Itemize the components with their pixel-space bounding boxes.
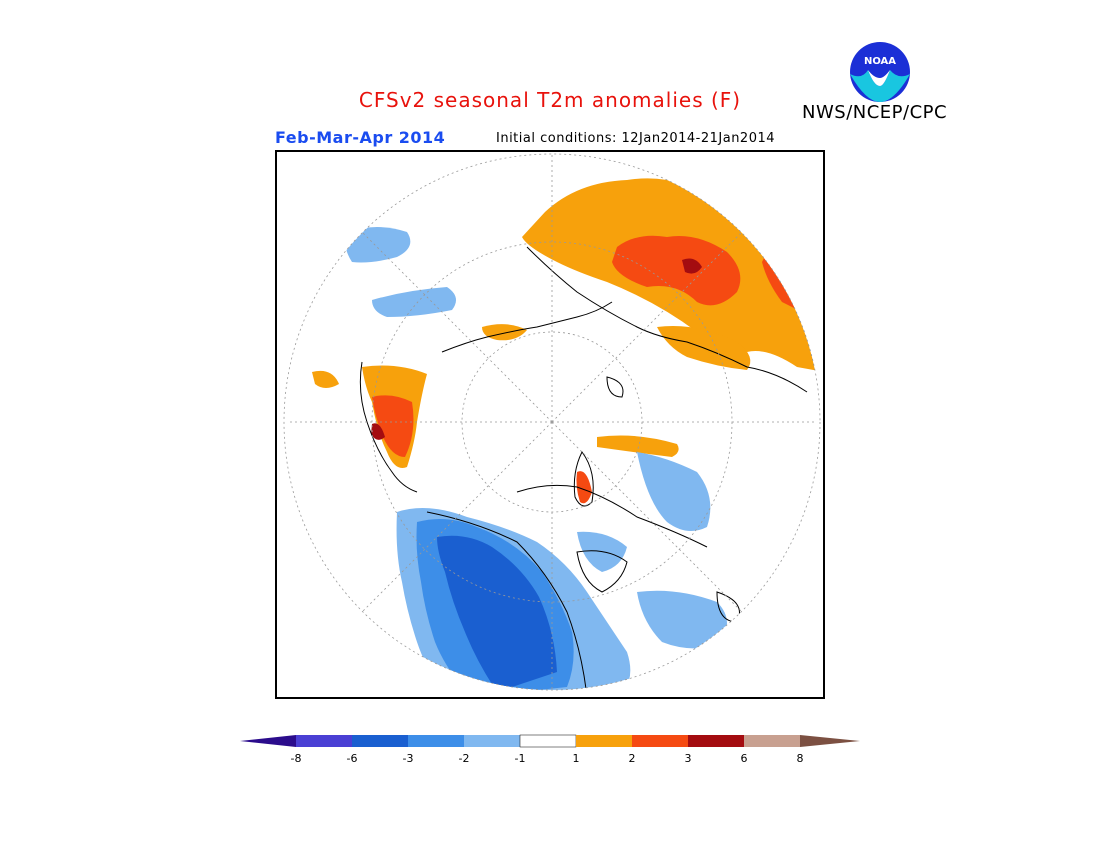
map-svg [283, 153, 821, 691]
warm-max-siberia [682, 258, 702, 274]
cool-patch-pacific-1 [345, 227, 411, 263]
warm-region-north [482, 324, 527, 341]
logo-text: NOAA [864, 56, 896, 67]
colorbar-tick-label: 2 [628, 752, 636, 765]
colorbar-tick-label: -1 [514, 752, 526, 765]
colorbar-bin-10 [744, 735, 800, 747]
colorbar-bin-11 [800, 735, 860, 747]
warm-small-aleutian [312, 370, 339, 388]
colorbar-bin-1 [240, 735, 296, 747]
warm-band-europe [597, 435, 679, 457]
colorbar-tick-label: -8 [290, 752, 302, 765]
cool-patch-pacific-2 [372, 287, 456, 317]
cool-region-atlantic [637, 590, 727, 649]
colorbar-bin-5 [464, 735, 520, 747]
graticule [287, 154, 817, 690]
colorbar-bin-8 [632, 735, 688, 747]
warm-core-siberia [612, 235, 741, 306]
agency-label: NWS/NCEP/CPC [802, 102, 948, 123]
warm-max-alaska [371, 423, 385, 440]
warm-band-scandinavia [576, 471, 592, 504]
colorbar-tick-label: 8 [796, 752, 804, 765]
noaa-logo: NOAA [849, 41, 911, 103]
colorbar-tick-label: 1 [572, 752, 580, 765]
season-label: Feb-Mar-Apr 2014 [275, 128, 446, 147]
colorbar-bin-7 [576, 735, 632, 747]
cool-core-north-america [437, 535, 557, 690]
colorbar-bin-2 [296, 735, 352, 747]
chart-title: CFSv2 seasonal T2m anomalies (F) [358, 88, 742, 112]
colorbar [240, 734, 860, 748]
colorbar-tick-label: -2 [458, 752, 470, 765]
colorbar-bin-9 [688, 735, 744, 747]
colorbar-tick-label: -3 [402, 752, 414, 765]
colorbar-bin-3 [352, 735, 408, 747]
warm-core-alaska [372, 395, 414, 457]
colorbar-tick-label: 6 [740, 752, 748, 765]
map-boundary [283, 153, 821, 691]
colorbar-bin-6 [519, 734, 577, 748]
coastlines [359, 246, 808, 690]
initial-conditions-label: Initial conditions: 12Jan2014-21Jan2014 [496, 131, 776, 146]
polar-anomaly-map [275, 150, 825, 699]
colorbar-bin-4 [408, 735, 464, 747]
colorbar-tick-label: 3 [684, 752, 692, 765]
colorbar-tick-label: -6 [346, 752, 358, 765]
cool-region-europe [637, 452, 711, 531]
